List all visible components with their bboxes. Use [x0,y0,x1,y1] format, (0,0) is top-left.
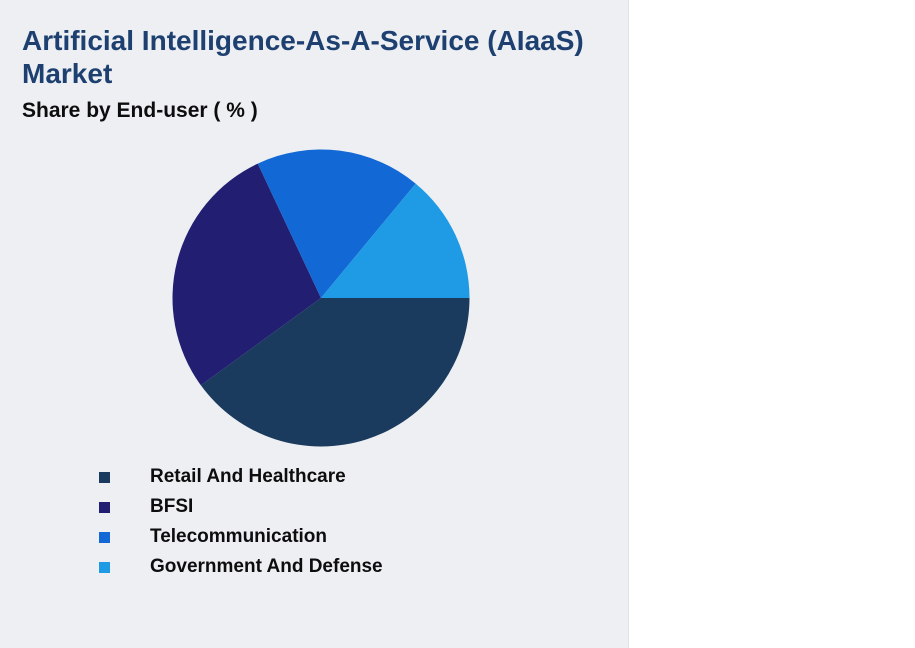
pie-chart [172,149,470,447]
legend-label: Telecommunication [150,526,328,547]
pie-slice-0 [200,298,470,447]
pie-slice-2 [257,149,416,298]
stat-panel: US$ 417.70 million ArtificialIntelligenc… [628,0,915,648]
chart-subtitle: Share by End-user ( % ) [22,99,258,122]
legend-item: BFSI [99,492,383,522]
pie-chart-svg [172,149,470,447]
legend-item: Telecommunication [99,522,383,552]
chart-area: Artificial Intelligence-As-A-Service (AI… [22,25,584,582]
legend-label: Government And Defense [150,556,383,577]
legend-swatch-icon [99,501,110,513]
legend-item: Retail And Healthcare [99,462,383,492]
legend-label: Retail And Healthcare [150,466,346,487]
legend-swatch-icon [99,531,110,543]
legend-swatch-icon [99,471,110,483]
pie-slice-1 [172,163,321,386]
page-title: Artificial Intelligence-As-A-Service (AI… [22,25,584,89]
pie-slice-3 [321,183,470,298]
legend: Retail And Healthcare BFSI Telecommunicati… [99,462,383,582]
legend-swatch-icon [99,561,110,573]
legend-label: BFSI [150,496,194,517]
legend-item: Government And Defense [99,552,383,582]
